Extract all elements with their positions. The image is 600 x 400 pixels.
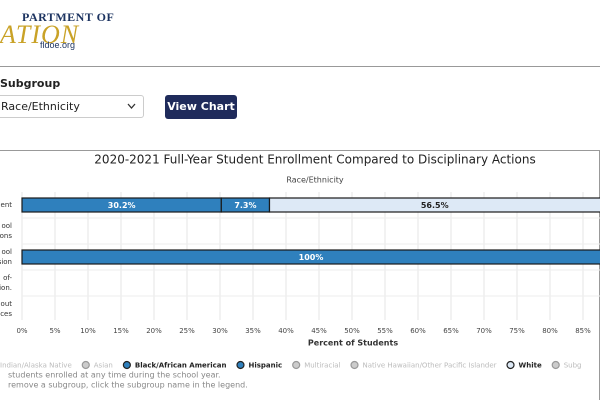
legend-item[interactable]: White [519,362,542,370]
x-tick-label: 45% [311,327,327,335]
legend-marker [506,360,515,370]
y-tick-label: ool [1,248,12,256]
note: students enrolled at any time during the… [8,371,221,380]
x-tick-label: 65% [443,327,459,335]
bar-segment [21,249,600,265]
logo-top: PARTMENT OF [22,10,115,24]
legend-marker [236,360,245,370]
legend-marker [292,360,301,370]
divider [0,66,600,67]
x-tick-label: 40% [278,327,294,335]
y-tick-label: ool [1,222,12,230]
x-tick-label: 70% [476,327,492,335]
y-tick-label: out [1,300,13,308]
data-label: 7.3% [234,201,256,210]
y-tick-label: sion [0,258,12,266]
subgroup-select[interactable]: Race/Ethnicity [0,95,144,118]
x-tick-label: 15% [113,327,129,335]
x-tick-label: 50% [344,327,360,335]
data-label: 100% [299,253,324,262]
x-tick-label: 30% [212,327,228,335]
x-tick-label: 25% [179,327,195,335]
legend-item[interactable]: Asian [94,362,113,370]
bar-segment [268,197,600,213]
x-tick-label: 20% [146,327,162,335]
legend-item[interactable]: Indian/Alaska Native [0,362,72,370]
subgroup-label: Subgroup [0,77,61,90]
chart-subtitle: Race/Ethnicity [286,176,344,185]
logo-main: ATION [0,20,80,49]
x-tick-label: 5% [49,327,60,335]
y-tick-label: of- [3,274,12,282]
chevron [127,103,136,109]
select-value: Race/Ethnicity [1,100,80,113]
x-tick-label: 10% [80,327,96,335]
x-tick-label: 35% [245,327,261,335]
data-label: 30.2% [108,201,136,210]
legend-item[interactable]: Multiracial [304,362,340,370]
legend-marker [551,360,560,370]
x-tick-label: 55% [377,327,393,335]
legend-marker [350,360,359,370]
x-tick-label: 0% [16,327,27,335]
legend-item[interactable]: Black/African American [135,362,227,370]
x-tick-label: 60% [410,327,426,335]
legend-item[interactable]: Hispanic [248,362,282,370]
x-tick-label: 75% [509,327,525,335]
legend-item[interactable]: Native Hawaiian/Other Pacific Islander [363,362,497,370]
x-axis-title: Percent of Students [308,339,398,348]
y-tick-label: ions [0,232,12,240]
y-tick-label: sion. [0,284,12,292]
legend-marker [81,360,90,370]
data-label: 56.5% [421,201,449,210]
legend-marker [122,360,131,370]
logo-site: fldoe.org [40,40,76,50]
y-tick-label: ment [0,201,12,209]
x-tick-label: 85% [575,327,591,335]
note: remove a subgroup, click the subgroup na… [8,381,248,390]
x-tick-label: 80% [542,327,558,335]
chart-title: 2020-2021 Full-Year Student Enrollment C… [94,153,535,167]
legend-item[interactable]: Subg [564,362,582,370]
view-chart-button[interactable]: View Chart [165,95,237,119]
chart: 2020-2021 Full-Year Student Enrollment C… [0,150,600,400]
y-tick-label: ces [0,310,12,318]
